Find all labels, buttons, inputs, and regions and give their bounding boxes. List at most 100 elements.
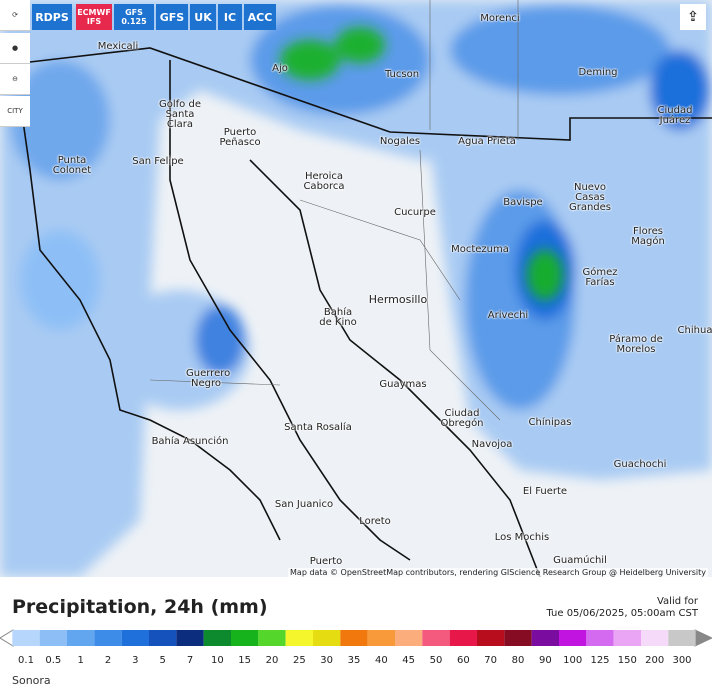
- model-button[interactable]: GFS 0.125: [114, 4, 154, 30]
- scale-swatch: [340, 630, 368, 646]
- place-label: Cucurpe: [394, 207, 436, 218]
- place-label: Hermosillo: [368, 293, 428, 306]
- model-button[interactable]: RDPS: [32, 4, 72, 30]
- place-label: Heroica Caborca: [303, 171, 345, 192]
- scale-swatch: [449, 630, 477, 646]
- scale-swatch: [668, 630, 696, 646]
- place-label: Chihua: [677, 325, 712, 336]
- city-button[interactable]: CITY: [0, 96, 30, 127]
- place-label: Golfo de Santa Clara: [159, 99, 201, 130]
- place-label: Nuevo Casas Grandes: [568, 182, 612, 213]
- scale-swatch: [285, 630, 313, 646]
- zoom-button[interactable]: ⊖: [0, 64, 30, 95]
- place-label: Navojoa: [471, 439, 513, 450]
- scale-label: 80: [512, 655, 525, 666]
- scale-swatch: [121, 630, 149, 646]
- place-label: Guaymas: [379, 379, 427, 390]
- scale-label: 0.1: [18, 655, 34, 666]
- scale-swatch: [367, 630, 395, 646]
- model-button[interactable]: UK: [190, 4, 216, 30]
- scale-swatch: [176, 630, 204, 646]
- place-label: San Juanico: [274, 499, 334, 510]
- legend-scale: 0.1 0.5 1 2 3 5 7 10 15 20 25 30 35 40 45 50 60 70 80 90 100…: [0, 629, 712, 666]
- attribution: Map data © OpenStreetMap contributors, r…: [288, 568, 708, 577]
- location-button[interactable]: ●: [0, 33, 30, 64]
- scale-label: 150: [618, 655, 637, 666]
- place-label: Ajo: [272, 63, 288, 74]
- scale-label: 70: [484, 655, 497, 666]
- share-button[interactable]: ⇪: [680, 4, 706, 30]
- place-label: Bavispe: [503, 197, 543, 208]
- scale-label: 45: [402, 655, 415, 666]
- place-label: Bahía de Kino: [319, 307, 357, 328]
- place-label: Guachochi: [613, 459, 667, 470]
- scale-swatch: [258, 630, 286, 646]
- scale-label: 0.5: [45, 655, 61, 666]
- scale-label: 20: [266, 655, 279, 666]
- place-label: Páramo de Morelos: [609, 334, 663, 355]
- scale-label: 100: [563, 655, 582, 666]
- refresh-button[interactable]: ⟳: [0, 0, 30, 31]
- place-label: Guamúchil: [553, 555, 607, 566]
- place-label: Los Mochis: [494, 532, 550, 543]
- scale-label: 200: [645, 655, 664, 666]
- place-label: Moctezuma: [451, 244, 509, 255]
- scale-swatch: [39, 630, 67, 646]
- scale-label: 5: [159, 655, 165, 666]
- scale-arrow-left: [0, 629, 14, 647]
- scale-label: 3: [132, 655, 138, 666]
- place-label: Morenci: [480, 13, 520, 24]
- model-button[interactable]: GFS: [156, 4, 188, 30]
- valid-time: Tue 05/06/2025, 05:00am CST: [546, 608, 698, 619]
- region-label: Sonora: [12, 674, 51, 687]
- scale-label: 30: [320, 655, 333, 666]
- scale-swatch: [231, 630, 259, 646]
- scale-swatch: [613, 630, 641, 646]
- scale-label: 50: [430, 655, 443, 666]
- place-label: El Fuerte: [522, 486, 568, 497]
- scale-swatch: [203, 630, 231, 646]
- scale-swatch: [559, 630, 587, 646]
- scale-swatch: [641, 630, 669, 646]
- precip-layer: [0, 0, 712, 577]
- scale-label: 25: [293, 655, 306, 666]
- place-label: Deming: [578, 67, 618, 78]
- place-label: Gómez Farías: [582, 267, 618, 288]
- place-label: Puerto Peñasco: [219, 127, 261, 148]
- scale-label: 35: [348, 655, 361, 666]
- scale-label: 2: [105, 655, 111, 666]
- scale-arrow-right: [694, 629, 712, 647]
- scale-label: 1: [77, 655, 83, 666]
- valid-label: Valid for: [656, 596, 698, 607]
- place-label: Bahía Asunción: [151, 436, 229, 447]
- scale-swatch: [12, 630, 40, 646]
- scale-label: 15: [238, 655, 251, 666]
- scale-swatch: [477, 630, 505, 646]
- place-label: San Felipe: [132, 156, 184, 167]
- scale-swatch: [504, 630, 532, 646]
- place-label: Tucson: [384, 69, 420, 80]
- scale-label: 40: [375, 655, 388, 666]
- place-label: Arivechi: [487, 310, 529, 321]
- scale-swatch: [94, 630, 122, 646]
- scale-swatch: [531, 630, 559, 646]
- place-label: Santa Rosalía: [284, 422, 352, 433]
- place-label: Loreto: [359, 516, 391, 527]
- place-label: Punta Colonet: [52, 155, 92, 176]
- model-button[interactable]: ACC: [244, 4, 276, 30]
- place-label: Mexicali: [97, 41, 139, 52]
- scale-label: 90: [539, 655, 552, 666]
- scale-swatch: [67, 630, 95, 646]
- scale-label: 10: [211, 655, 224, 666]
- scale-swatch: [395, 630, 423, 646]
- place-label: Nogales: [379, 136, 421, 147]
- place-label: Chínipas: [528, 417, 572, 428]
- scale-label: 125: [590, 655, 609, 666]
- scale-label: 60: [457, 655, 470, 666]
- legend-title: Precipitation, 24h (mm): [12, 596, 268, 618]
- model-button[interactable]: IC: [218, 4, 242, 30]
- model-button[interactable]: ECMWF IFS: [76, 4, 112, 30]
- scale-label: 300: [672, 655, 691, 666]
